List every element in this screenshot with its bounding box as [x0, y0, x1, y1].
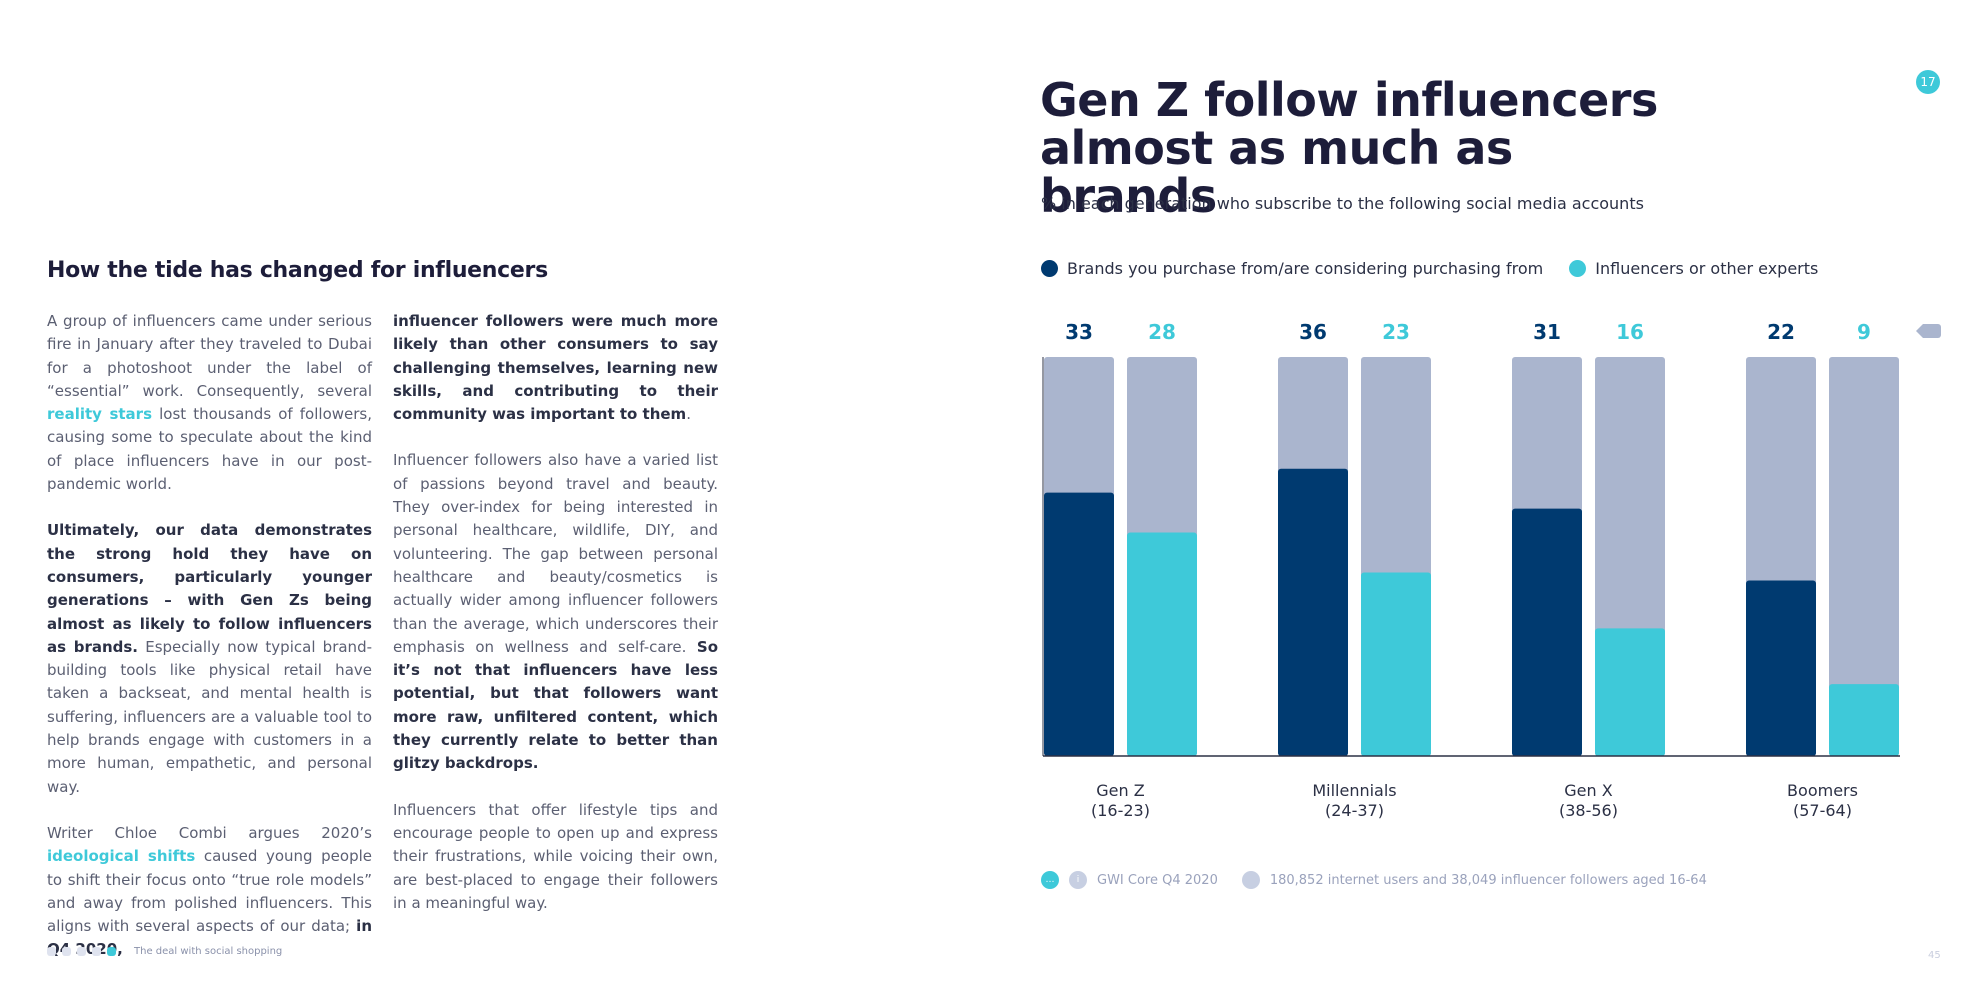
- bar-brands: [1278, 468, 1348, 756]
- bar-influencers: [1595, 628, 1665, 756]
- paragraph: Ultimately, our data demonstrates the st…: [47, 521, 373, 796]
- legend-swatch-brands: [1041, 260, 1058, 277]
- bar-brands: [1512, 508, 1582, 756]
- data-label-brands: 36: [1299, 320, 1327, 344]
- paragraph: influencer followers were much more like…: [393, 312, 718, 424]
- data-label-brands: 31: [1533, 320, 1561, 344]
- ideological-shifts-link[interactable]: ideological shifts: [47, 847, 196, 866]
- x-tick-label: (38-56): [1559, 801, 1618, 820]
- progress-dot[interactable]: [77, 947, 86, 956]
- source-label: GWI Core Q4 2020: [1097, 872, 1218, 888]
- section-progress: The deal with social shopping: [47, 946, 282, 957]
- source-icon: i: [1069, 871, 1087, 889]
- paragraph: Influencer followers also have a varied …: [393, 451, 718, 773]
- x-tick-label: (24-37): [1325, 801, 1384, 820]
- data-label-influencers: 23: [1382, 320, 1410, 344]
- bar-brands: [1044, 492, 1114, 756]
- article-column-1: A group of influencers came under seriou…: [47, 310, 372, 985]
- legend-label-influencers: Influencers or other experts: [1595, 259, 1819, 278]
- chart-number-badge: 17: [1916, 70, 1940, 94]
- x-tick-label: Boomers: [1787, 781, 1858, 800]
- x-tick-label: (57-64): [1793, 801, 1852, 820]
- chart-legend: Brands you purchase from/are considering…: [1041, 259, 1844, 278]
- data-label-brands: 22: [1767, 320, 1795, 344]
- source-info-icon[interactable]: …: [1041, 871, 1059, 889]
- paragraph: Influencers that offer lifestyle tips an…: [393, 800, 718, 912]
- bar-brands: [1746, 580, 1816, 756]
- base-icon: [1241, 871, 1260, 889]
- legend-item-influencers: Influencers or other experts: [1569, 259, 1818, 278]
- paragraph: Writer Chloe Combi argues 2020’s ideolog…: [47, 823, 372, 959]
- data-label-influencers: 28: [1148, 320, 1176, 344]
- progress-dot[interactable]: [62, 947, 71, 956]
- data-label-influencers: 16: [1616, 320, 1644, 344]
- page-number: 45: [1928, 950, 1941, 961]
- data-label-brands: 33: [1065, 320, 1093, 344]
- bar-influencers: [1127, 532, 1197, 756]
- data-label-influencers: 9: [1857, 320, 1871, 344]
- legend-swatch-influencers: [1569, 260, 1587, 277]
- reality-stars-link[interactable]: reality stars: [47, 405, 153, 424]
- x-tick-label: Gen X: [1564, 781, 1612, 800]
- info-tab-icon[interactable]: [1914, 321, 1942, 341]
- bar-track: [1829, 357, 1899, 756]
- paragraph: A group of influencers came under seriou…: [47, 312, 372, 494]
- article-column-2: influencer followers were much more like…: [393, 310, 718, 938]
- legend-label-brands: Brands you purchase from/are considering…: [1067, 259, 1544, 278]
- chart-sources: … i GWI Core Q4 2020 180,852 internet us…: [1041, 871, 1731, 889]
- legend-item-brands: Brands you purchase from/are considering…: [1041, 259, 1543, 278]
- section-heading: How the tide has changed for influencers: [47, 258, 548, 283]
- footer-section-label: The deal with social shopping: [134, 946, 283, 957]
- bar-influencers: [1361, 572, 1431, 756]
- x-tick-label: (16-23): [1091, 801, 1150, 820]
- base-label: 180,852 internet users and 38,049 influe…: [1269, 872, 1707, 888]
- chart-title: Gen Z follow influencers almost as much …: [1040, 73, 1658, 223]
- x-tick-label: Millennials: [1312, 781, 1396, 800]
- x-tick-label: Gen Z: [1096, 781, 1144, 800]
- bar-influencers: [1829, 684, 1899, 756]
- progress-dot-active[interactable]: [107, 947, 116, 956]
- progress-dot[interactable]: [92, 947, 101, 956]
- chart-subtitle: % in each generation who subscribe to th…: [1041, 194, 1644, 213]
- progress-dot[interactable]: [47, 947, 56, 956]
